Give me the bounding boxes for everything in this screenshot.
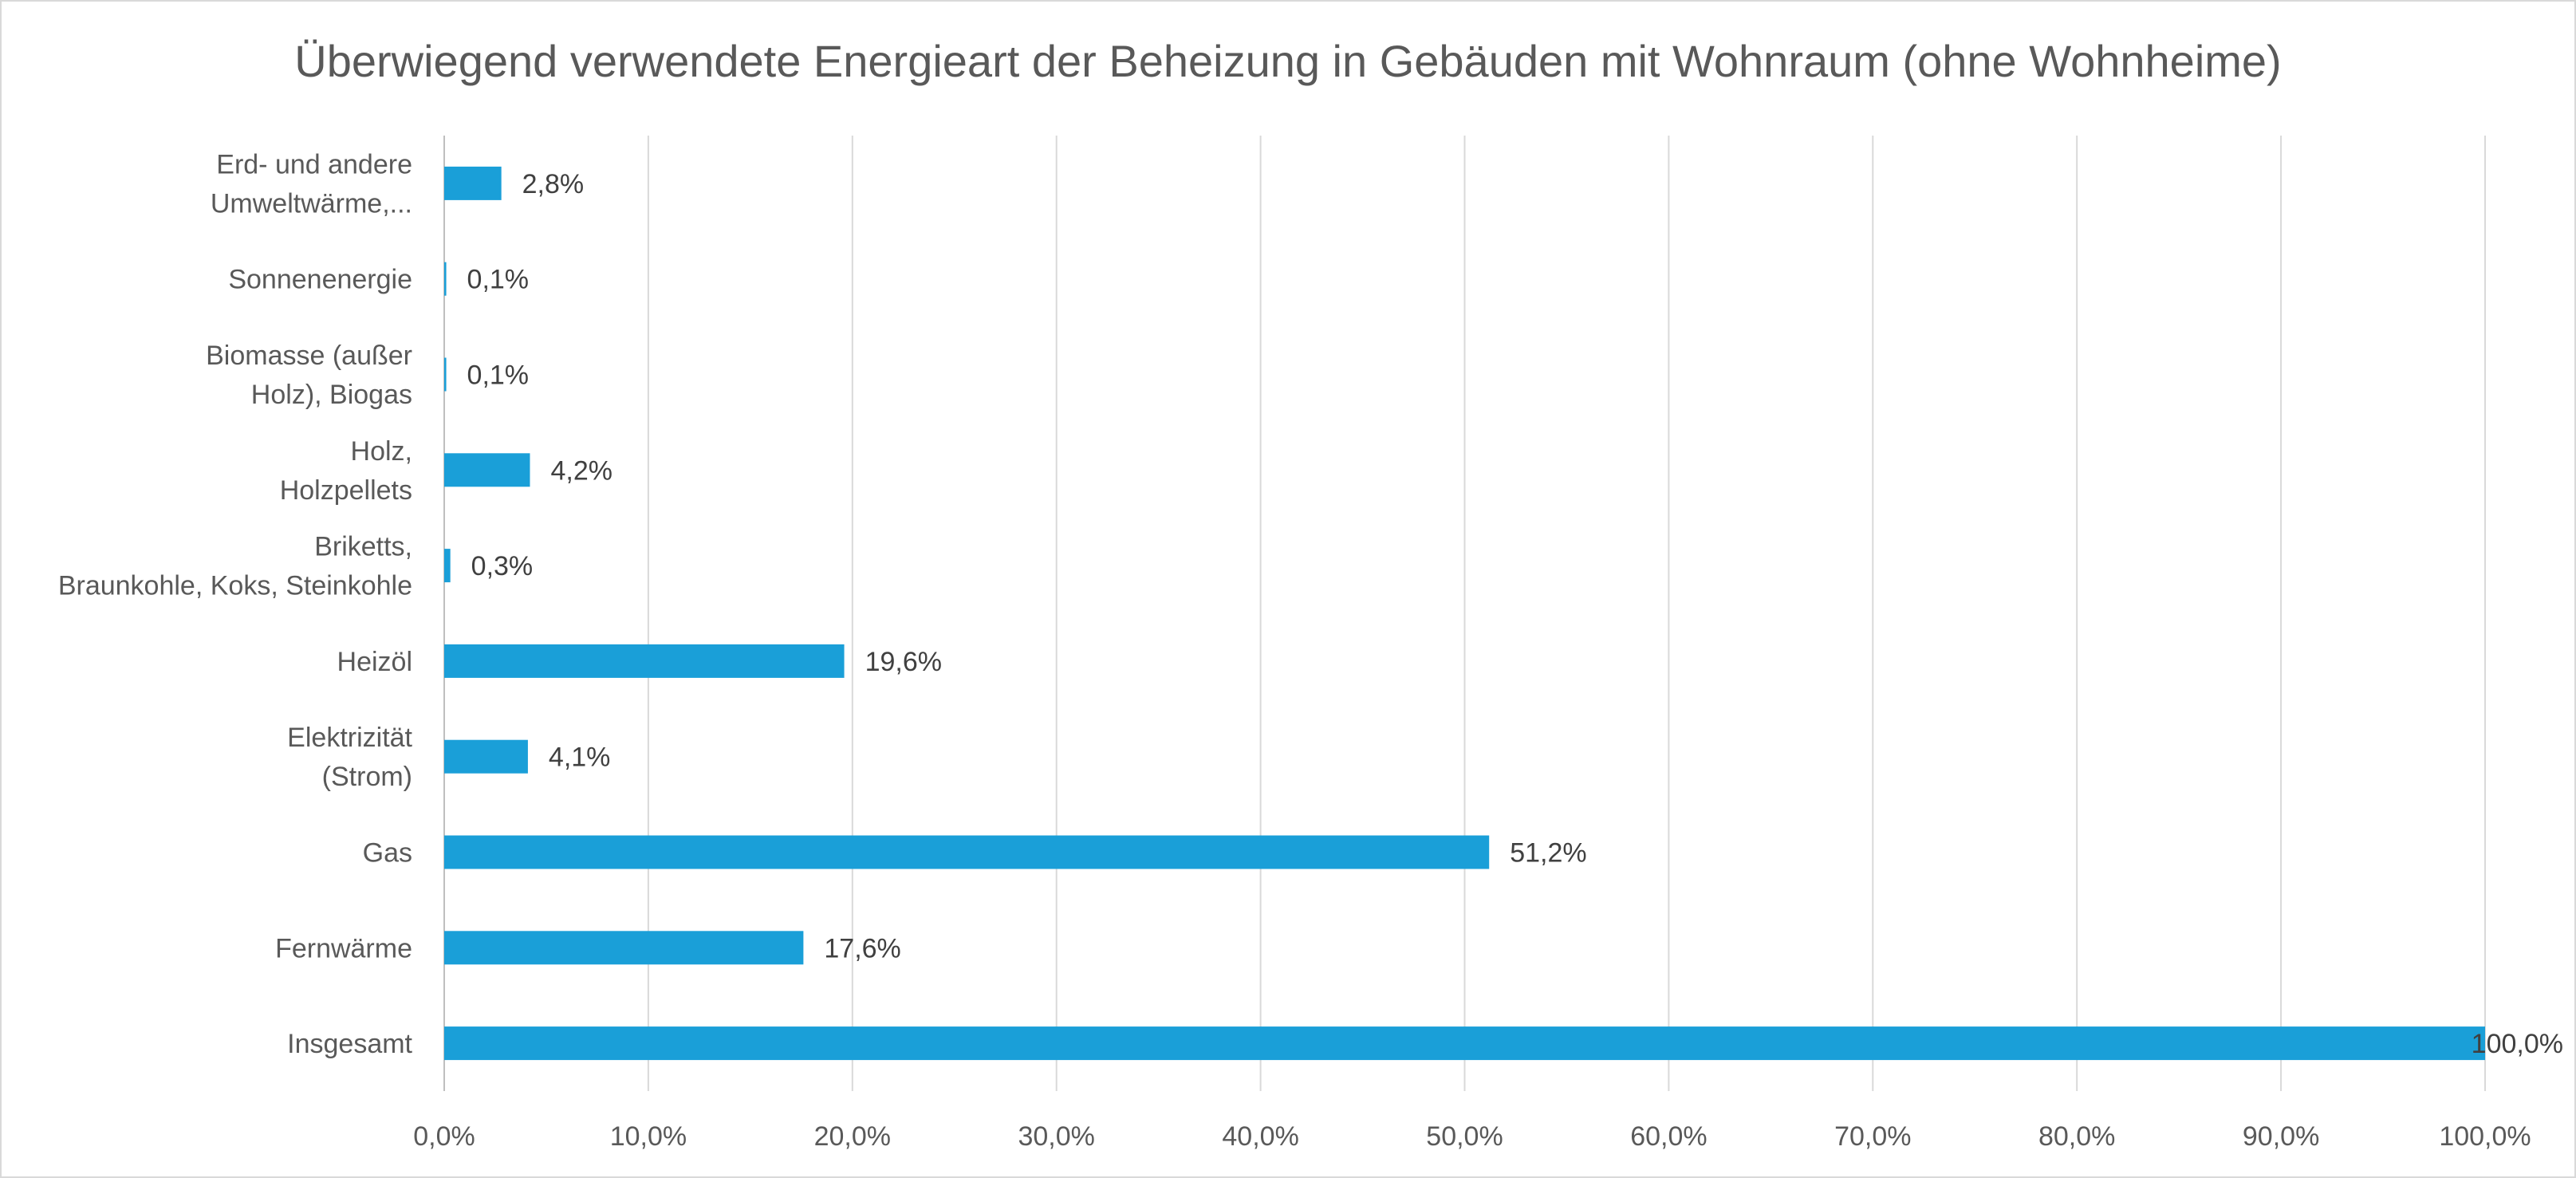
category-label-line: Briketts,	[314, 532, 412, 562]
category-label-line: Holz,	[351, 436, 412, 467]
data-label: 100,0%	[2472, 1029, 2563, 1059]
bar	[444, 644, 845, 678]
category-label: Gas	[363, 838, 412, 869]
bar	[444, 453, 530, 487]
data-label: 4,2%	[550, 455, 612, 486]
bar	[444, 739, 528, 774]
bar	[444, 835, 1490, 869]
category-label: Sonnenenergie	[228, 265, 412, 295]
data-label: 0,3%	[471, 551, 534, 581]
category-label-line: (Strom)	[322, 762, 412, 792]
category-label-line: Heizöl	[337, 647, 412, 677]
bar	[444, 1026, 2485, 1061]
x-tick-label: 50,0%	[1426, 1121, 1503, 1152]
category-label-line: Insgesamt	[287, 1029, 412, 1059]
category-label-line: Biomasse (außer	[206, 341, 412, 371]
category-label: Erd- und andere Umweltwärme,...	[211, 149, 412, 219]
bar	[444, 931, 804, 965]
x-tick-label: 0,0%	[413, 1121, 475, 1152]
gridlines	[647, 136, 2486, 1091]
bar	[444, 357, 447, 392]
bar	[444, 549, 451, 583]
x-tick-label: 40,0%	[1222, 1121, 1298, 1152]
category-label-line: Braunkohle, Koks, Steinkohle	[58, 571, 412, 601]
x-tick-label: 90,0%	[2243, 1121, 2319, 1152]
category-label-line: Elektrizität	[287, 723, 412, 753]
bar	[444, 262, 447, 296]
labels: 0,0% 10,0% 20,0% 30,0% 40,0% 50,0% 60,0% 70,0% 8…	[58, 149, 2563, 1152]
data-label: 4,1%	[549, 743, 611, 773]
category-label-line: Erd- und andere	[216, 149, 412, 179]
category-label: Heizöl	[337, 647, 412, 677]
category-label: Fernwärme	[275, 933, 412, 963]
category-label: Insgesamt	[287, 1029, 412, 1059]
x-tick-label: 60,0%	[1630, 1121, 1707, 1152]
chart-title: Überwiegend verwendete Energieart der Be…	[294, 36, 2281, 86]
data-label: 19,6%	[865, 647, 942, 677]
category-label: Biomasse (außer Holz), Biogas	[206, 341, 412, 410]
bar	[444, 166, 502, 200]
x-tick-label: 20,0%	[814, 1121, 891, 1152]
category-label: Briketts, Braunkohle, Koks, Steinkohle	[58, 532, 412, 601]
data-label: 0,1%	[467, 360, 530, 391]
x-tick-label: 30,0%	[1018, 1121, 1094, 1152]
category-label: Elektrizität (Strom)	[287, 723, 412, 792]
x-tick-label: 10,0%	[610, 1121, 687, 1152]
x-tick-label: 100,0%	[2439, 1121, 2531, 1152]
bars	[444, 166, 2485, 1061]
category-label-line: Gas	[363, 838, 412, 869]
category-label-line: Fernwärme	[275, 933, 412, 963]
category-label-line: Holz), Biogas	[251, 380, 412, 410]
data-label: 51,2%	[1510, 838, 1586, 869]
category-label-line: Sonnenenergie	[228, 265, 412, 295]
data-label: 0,1%	[467, 265, 530, 295]
x-tick-label: 80,0%	[2038, 1121, 2115, 1152]
data-label: 17,6%	[824, 933, 900, 963]
data-label: 2,8%	[522, 169, 585, 199]
category-label-line: Umweltwärme,...	[211, 188, 412, 219]
x-tick-label: 70,0%	[1834, 1121, 1911, 1152]
category-label: Holz, Holzpellets	[280, 436, 412, 506]
category-label-line: Holzpellets	[280, 475, 412, 506]
